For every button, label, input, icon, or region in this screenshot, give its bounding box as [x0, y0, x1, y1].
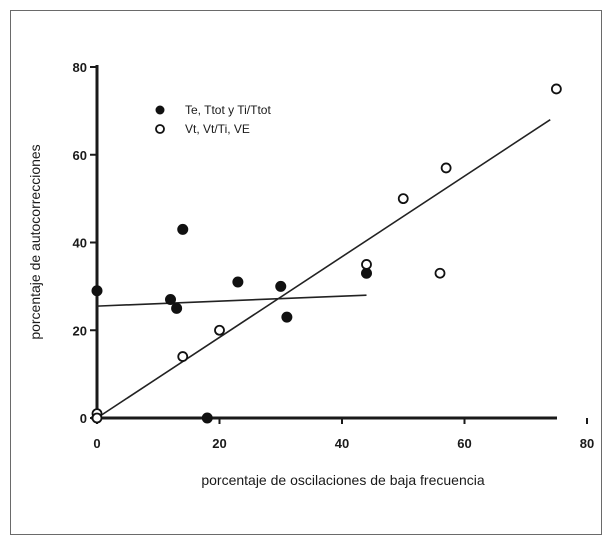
axes — [91, 65, 557, 420]
legend-label-filled: Te, Ttot y Ti/Ttot — [185, 103, 271, 117]
data-point-open — [434, 267, 446, 279]
x-axis-title: porcentaje de oscilaciones de baja frecu… — [201, 472, 485, 488]
data-points — [91, 83, 562, 424]
figure-frame — [10, 10, 602, 535]
legend: Te, Ttot y Ti/Ttot Vt, Vt/Ti, VE — [155, 103, 271, 136]
y-tick-label: 20 — [73, 323, 87, 338]
data-point-open — [397, 193, 409, 205]
data-point-filled — [201, 412, 213, 424]
trendline-series-0 — [96, 294, 367, 307]
data-point-filled — [91, 285, 103, 297]
trendlines — [96, 118, 551, 419]
y-tick-label: 40 — [73, 236, 87, 251]
x-tick-label: 60 — [457, 436, 471, 451]
legend-marker-filled — [155, 105, 165, 115]
x-tick-label: 40 — [335, 436, 349, 451]
data-point-filled — [165, 294, 176, 306]
legend-label-open: Vt, Vt/Ti, VE — [185, 122, 250, 136]
y-tick-label: 80 — [73, 60, 87, 75]
data-point-open — [214, 324, 225, 336]
data-point-open — [550, 83, 562, 95]
trendline-series-1 — [96, 118, 551, 419]
data-point-open — [440, 162, 452, 174]
data-point-open — [177, 351, 189, 362]
data-point-filled — [171, 302, 183, 314]
y-tick-label: 0 — [80, 411, 87, 426]
y-tick-label: 60 — [73, 148, 87, 163]
x-tick-label: 0 — [93, 436, 100, 451]
data-point-filled — [177, 223, 189, 235]
ticks: 0 20 40 60 80 0 20 40 60 80 — [73, 60, 595, 451]
x-tick-label: 20 — [212, 436, 226, 451]
data-point-filled — [232, 276, 244, 288]
x-tick-label: 80 — [580, 436, 594, 451]
legend-marker-open — [155, 124, 165, 134]
data-point-filled — [275, 280, 287, 292]
data-point-open — [91, 412, 103, 424]
data-point-open — [361, 259, 372, 270]
data-point-filled — [281, 311, 293, 323]
y-axis-title: porcentaje de autocorrecciones — [27, 144, 43, 339]
